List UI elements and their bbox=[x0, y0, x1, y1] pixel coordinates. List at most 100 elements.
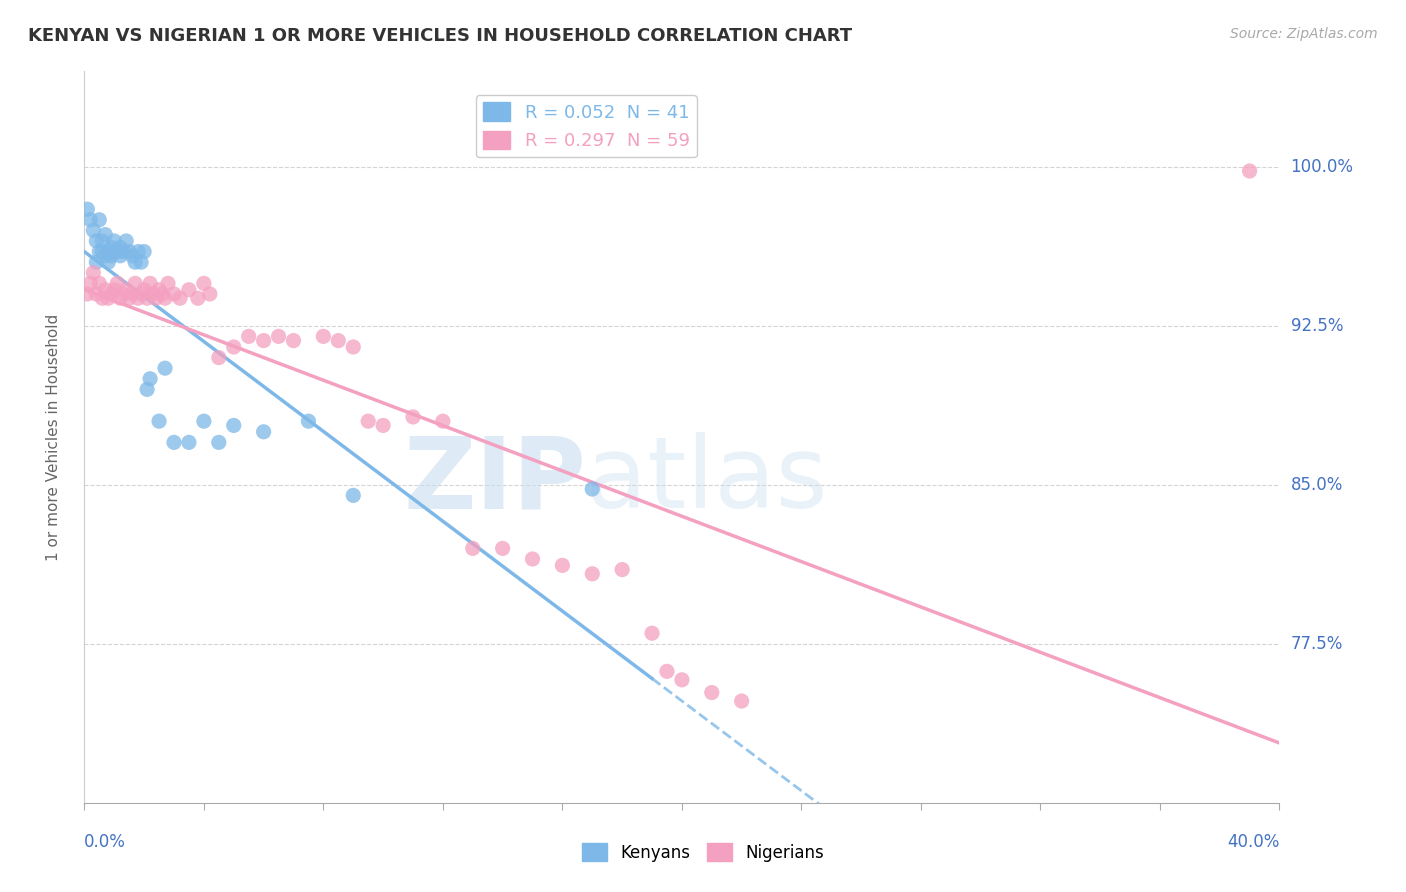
Point bbox=[641, 626, 664, 640]
Point bbox=[97, 255, 120, 269]
Point bbox=[177, 283, 200, 297]
Point bbox=[253, 425, 276, 439]
Point bbox=[132, 283, 156, 297]
Point bbox=[82, 266, 104, 280]
Point bbox=[731, 694, 754, 708]
Point bbox=[121, 287, 143, 301]
Point bbox=[136, 291, 159, 305]
Point bbox=[105, 277, 128, 291]
Point bbox=[115, 283, 138, 297]
Point bbox=[127, 291, 149, 305]
Point bbox=[153, 291, 176, 305]
Point bbox=[581, 482, 603, 496]
Point bbox=[169, 291, 191, 305]
Point bbox=[357, 414, 380, 428]
Point bbox=[655, 665, 678, 679]
Point bbox=[1239, 164, 1261, 178]
Point bbox=[100, 249, 122, 263]
Point bbox=[110, 240, 132, 254]
Point bbox=[79, 212, 101, 227]
Point bbox=[110, 291, 132, 305]
Point bbox=[187, 291, 209, 305]
Point bbox=[110, 249, 132, 263]
Text: 92.5%: 92.5% bbox=[1291, 317, 1343, 334]
Point bbox=[118, 244, 141, 259]
Point bbox=[253, 334, 276, 348]
Point bbox=[100, 287, 122, 301]
Legend: Kenyans, Nigerians: Kenyans, Nigerians bbox=[574, 835, 832, 871]
Point bbox=[76, 202, 98, 216]
Point bbox=[148, 283, 170, 297]
Point bbox=[163, 435, 186, 450]
Point bbox=[103, 244, 125, 259]
Point bbox=[402, 409, 425, 424]
Point bbox=[139, 372, 162, 386]
Text: 85.0%: 85.0% bbox=[1291, 475, 1343, 494]
Point bbox=[157, 277, 180, 291]
Point bbox=[86, 255, 108, 269]
Point bbox=[208, 435, 231, 450]
Point bbox=[86, 287, 108, 301]
Point bbox=[91, 244, 114, 259]
Point bbox=[124, 255, 146, 269]
Point bbox=[79, 277, 101, 291]
Point bbox=[118, 291, 141, 305]
Text: ZIP: ZIP bbox=[404, 433, 586, 530]
Point bbox=[208, 351, 231, 365]
Point bbox=[103, 234, 125, 248]
Point bbox=[97, 244, 120, 259]
Point bbox=[89, 277, 111, 291]
Point bbox=[198, 287, 221, 301]
Text: 77.5%: 77.5% bbox=[1291, 635, 1343, 653]
Point bbox=[142, 287, 165, 301]
Point bbox=[76, 287, 98, 301]
Point bbox=[671, 673, 693, 687]
Point bbox=[163, 287, 186, 301]
Point bbox=[145, 291, 167, 305]
Point bbox=[94, 249, 117, 263]
Point bbox=[373, 418, 395, 433]
Point bbox=[267, 329, 290, 343]
Point bbox=[89, 212, 111, 227]
Point bbox=[124, 277, 146, 291]
Point bbox=[551, 558, 574, 573]
Point bbox=[112, 287, 135, 301]
Point bbox=[139, 277, 162, 291]
Point bbox=[148, 414, 170, 428]
Point bbox=[129, 287, 152, 301]
Point bbox=[193, 277, 215, 291]
Legend: R = 0.052  N = 41, R = 0.297  N = 59: R = 0.052 N = 41, R = 0.297 N = 59 bbox=[475, 95, 697, 157]
Point bbox=[91, 234, 114, 248]
Point bbox=[461, 541, 484, 556]
Point bbox=[136, 383, 159, 397]
Point bbox=[112, 244, 135, 259]
Point bbox=[700, 685, 723, 699]
Point bbox=[297, 414, 319, 428]
Point bbox=[328, 334, 350, 348]
Point bbox=[129, 255, 152, 269]
Point bbox=[222, 340, 245, 354]
Point bbox=[105, 244, 128, 259]
Point bbox=[115, 234, 138, 248]
Text: 100.0%: 100.0% bbox=[1291, 158, 1354, 176]
Point bbox=[612, 563, 634, 577]
Point bbox=[238, 329, 260, 343]
Point bbox=[97, 291, 120, 305]
Point bbox=[91, 291, 114, 305]
Point bbox=[103, 283, 125, 297]
Point bbox=[100, 240, 122, 254]
Point bbox=[86, 234, 108, 248]
Point bbox=[342, 340, 364, 354]
Point bbox=[132, 244, 156, 259]
Text: KENYAN VS NIGERIAN 1 OR MORE VEHICLES IN HOUSEHOLD CORRELATION CHART: KENYAN VS NIGERIAN 1 OR MORE VEHICLES IN… bbox=[28, 27, 852, 45]
Point bbox=[581, 566, 603, 581]
Text: Source: ZipAtlas.com: Source: ZipAtlas.com bbox=[1230, 27, 1378, 41]
Point bbox=[82, 223, 104, 237]
Point bbox=[342, 488, 364, 502]
Point bbox=[94, 227, 117, 242]
Point bbox=[89, 244, 111, 259]
Point bbox=[150, 287, 173, 301]
Point bbox=[127, 244, 149, 259]
Point bbox=[283, 334, 305, 348]
Y-axis label: 1 or more Vehicles in Household: 1 or more Vehicles in Household bbox=[46, 313, 60, 561]
